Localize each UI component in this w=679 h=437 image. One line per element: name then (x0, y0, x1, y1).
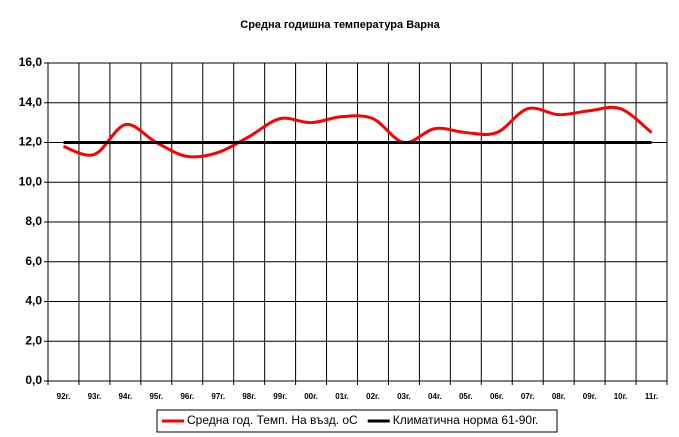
x-tick-label: 93г. (88, 392, 102, 401)
x-tick-label: 96г. (180, 392, 194, 401)
y-tick-label: 10,0 (19, 174, 43, 188)
y-tick-label: 14,0 (19, 95, 43, 109)
chart-title: Средна годишна температура Варна (240, 19, 440, 31)
y-tick-label: 12,0 (19, 135, 43, 149)
y-tick-label: 16,0 (19, 55, 43, 69)
y-tick-label: 6,0 (25, 254, 42, 268)
x-tick-label: 10г. (614, 392, 628, 401)
x-tick-label: 05г. (459, 392, 473, 401)
legend-label: Средна год. Темп. На възд. оС (187, 413, 358, 427)
plot-border (47, 62, 668, 382)
y-tick-label: 2,0 (25, 333, 42, 347)
x-tick-label: 01г. (335, 392, 349, 401)
x-tick-label: 08г. (552, 392, 566, 401)
x-tick-label: 97г. (211, 392, 225, 401)
x-tick-label: 95г. (149, 392, 163, 401)
y-tick-label: 8,0 (25, 214, 42, 228)
x-tick-label: 07г. (521, 392, 535, 401)
legend-box (156, 409, 558, 433)
x-tick-label: 00г. (304, 392, 318, 401)
x-tick-label: 06г. (490, 392, 504, 401)
y-tick-label: 4,0 (25, 294, 42, 308)
x-tick-label: 92г. (57, 392, 71, 401)
y-tick-label: 0,0 (25, 373, 42, 387)
x-tick-label: 02г. (366, 392, 380, 401)
x-tick-label: 04г. (428, 392, 442, 401)
x-tick-label: 98г. (242, 392, 256, 401)
x-tick-label: 03г. (397, 392, 411, 401)
x-tick-label: 09г. (583, 392, 597, 401)
x-tick-label: 94г. (119, 392, 133, 401)
x-tick-label: 99г. (273, 392, 287, 401)
x-tick-label: 11г. (645, 392, 658, 401)
legend-label: Климатична норма 61-90г. (393, 413, 539, 427)
